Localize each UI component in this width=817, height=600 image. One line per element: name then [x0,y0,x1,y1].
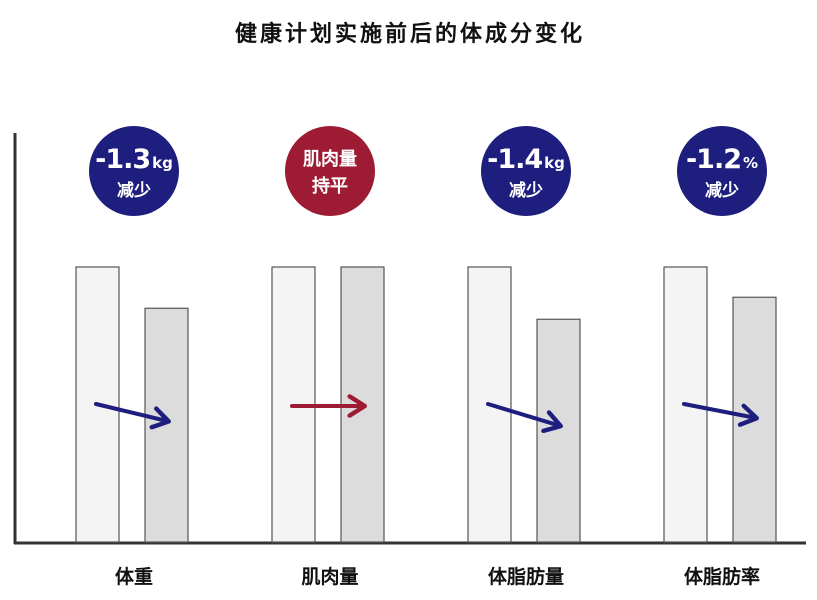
badge-circle-1 [89,126,179,216]
category-label-2: 肌肉量 [301,565,358,588]
trend-arrow-1 [94,402,171,430]
badge-value-3: -1.4 kg [487,144,565,175]
badge-circle-4 [677,126,767,216]
badge-value-2: 肌肉量 [303,148,357,170]
badge-circle-3 [481,126,571,216]
bars-layer [75,266,777,543]
category-label-3: 体脂肪量 [488,565,564,588]
badge-text-3: 减少 [509,180,543,201]
badge-value-1: -1.3 kg [95,144,173,175]
badge-text-2: 持平 [312,175,348,197]
chart-title: 健康计划实施前后的体成分变化 [235,21,585,47]
badge-text-4: 减少 [705,180,739,201]
trend-arrow-3 [486,402,563,434]
category-labels: 体重 肌肉量 体脂肪量 体脂肪率 [115,565,760,588]
trend-arrow-4 [682,402,759,427]
category-label-1: 体重 [115,565,153,588]
category-label-4: 体脂肪率 [684,565,760,588]
badge-circle-2 [285,126,375,216]
badge-text-1: 减少 [117,180,151,201]
badge-value-4: -1.2% [686,144,758,175]
bar-after-3 [536,318,581,543]
arrows-layer [94,394,759,434]
bar-after-1 [144,307,189,543]
